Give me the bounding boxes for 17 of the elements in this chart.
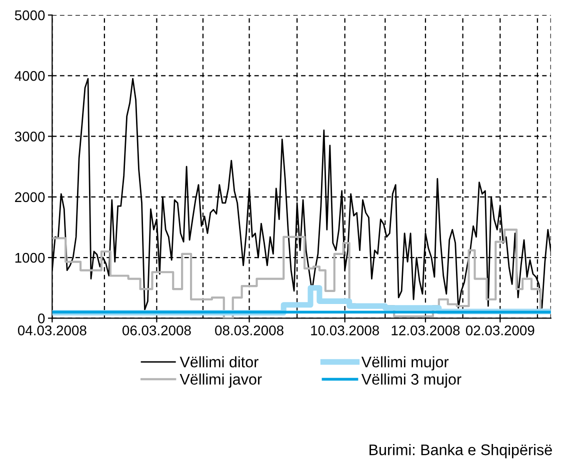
- y-tick-label: 2000: [15, 192, 45, 202]
- legend-label: Vëllimi mujor: [361, 356, 449, 370]
- x-tick-label: 06.03.2008: [122, 326, 191, 336]
- y-tick-label: 0: [38, 314, 45, 324]
- y-tick-label: 3000: [14, 132, 45, 142]
- x-tick-label: 12.03.2008: [392, 326, 460, 336]
- y-tick-label: 1000: [15, 252, 45, 263]
- text: Burimi: Banka e Shqipërisë: [370, 444, 552, 458]
- x-tick-label: 10.03.2008: [311, 326, 379, 336]
- x-tick-label: 04.03.2008: [18, 326, 86, 336]
- y-tick-label: 4000: [14, 71, 45, 81]
- x-tick-label: 02.03.2009: [466, 326, 534, 336]
- x-tick-label: 08.03.2008: [215, 326, 284, 336]
- y-tick-label: 5000: [14, 10, 45, 20]
- legend-label: Vëllimi 3 mujor: [361, 373, 462, 388]
- legend-label: Vëllimi javor: [180, 373, 262, 388]
- legend-label: Vëllimi ditor: [180, 356, 258, 368]
